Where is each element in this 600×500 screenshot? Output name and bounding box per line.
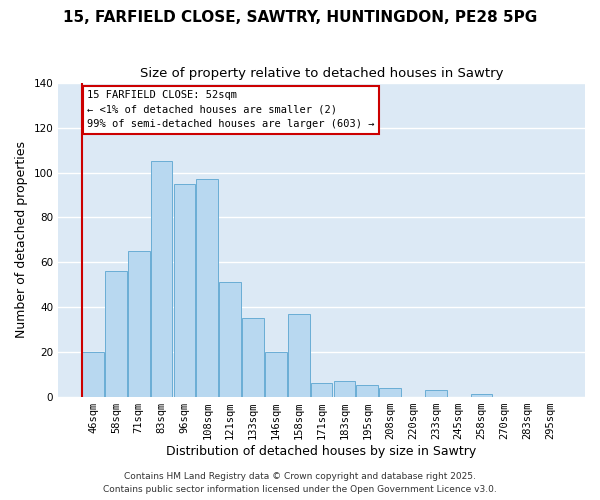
Bar: [173, 184, 195, 396]
Bar: [425, 390, 447, 396]
Bar: [311, 383, 332, 396]
Bar: [151, 162, 172, 396]
Bar: [105, 271, 127, 396]
Text: 15, FARFIELD CLOSE, SAWTRY, HUNTINGDON, PE28 5PG: 15, FARFIELD CLOSE, SAWTRY, HUNTINGDON, …: [63, 10, 537, 25]
Bar: [288, 314, 310, 396]
Bar: [471, 394, 493, 396]
Bar: [196, 180, 218, 396]
Bar: [334, 381, 355, 396]
Text: 15 FARFIELD CLOSE: 52sqm
← <1% of detached houses are smaller (2)
99% of semi-de: 15 FARFIELD CLOSE: 52sqm ← <1% of detach…: [87, 90, 375, 130]
Bar: [242, 318, 264, 396]
Bar: [379, 388, 401, 396]
Title: Size of property relative to detached houses in Sawtry: Size of property relative to detached ho…: [140, 68, 503, 80]
Text: Contains HM Land Registry data © Crown copyright and database right 2025.
Contai: Contains HM Land Registry data © Crown c…: [103, 472, 497, 494]
Bar: [356, 386, 378, 396]
Bar: [265, 352, 287, 397]
Bar: [219, 282, 241, 397]
X-axis label: Distribution of detached houses by size in Sawtry: Distribution of detached houses by size …: [166, 444, 477, 458]
Bar: [82, 352, 104, 397]
Y-axis label: Number of detached properties: Number of detached properties: [15, 142, 28, 338]
Bar: [128, 251, 149, 396]
